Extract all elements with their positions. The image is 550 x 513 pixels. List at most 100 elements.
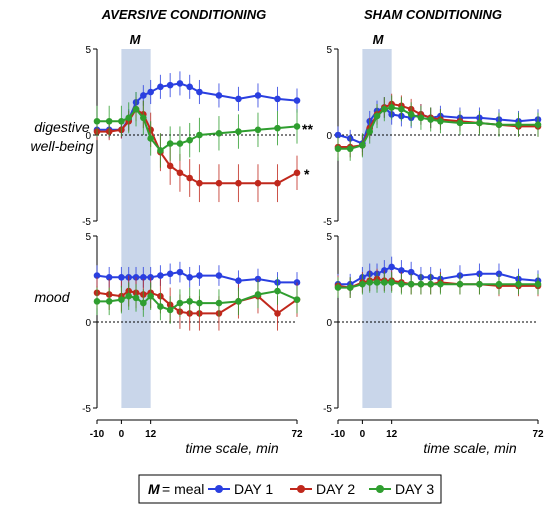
data-point [373, 112, 381, 120]
data-point [157, 147, 164, 154]
row-label-mood: mood [34, 289, 70, 305]
title-aversive: AVERSIVE CONDITIONING [101, 7, 266, 22]
data-point [105, 298, 113, 305]
plot-layer [93, 71, 542, 331]
data-point [196, 272, 203, 279]
data-point [515, 121, 522, 128]
y-tick-label: 0 [85, 318, 91, 329]
data-point [293, 169, 301, 177]
x-axis-label-sham: time scale, min [423, 440, 517, 456]
series-aversive-1-2 [93, 277, 301, 324]
data-point [166, 140, 174, 147]
x-tick-label: 0 [360, 429, 366, 440]
data-point [381, 279, 388, 286]
legend: M = meal DAY 1 DAY 2 DAY 3 [138, 474, 442, 504]
data-point [274, 287, 281, 295]
data-point [235, 128, 242, 135]
row-label-digestive-1: digestive [34, 119, 89, 135]
data-point [140, 273, 147, 281]
y-tick-label: 5 [85, 45, 91, 56]
data-point [359, 142, 366, 149]
data-point [334, 284, 342, 291]
data-point [407, 268, 415, 276]
data-point [274, 124, 281, 132]
data-point [196, 179, 203, 187]
x-tick-labels: -10 0 12 72 -10 0 12 72 [90, 429, 544, 440]
series-aversive-0-2 [93, 92, 301, 168]
x-axis-label-aversive: time scale, min [185, 440, 279, 456]
data-point [186, 83, 193, 91]
y-tick-label: 5 [326, 45, 332, 56]
data-point [388, 263, 395, 271]
data-point [293, 97, 301, 104]
data-point [437, 280, 444, 288]
x-tick-label: 0 [119, 429, 125, 440]
data-point [427, 116, 434, 123]
data-point [254, 179, 262, 187]
data-point [166, 81, 174, 89]
data-point [176, 169, 184, 177]
data-point [437, 117, 444, 125]
y-tick-label: 5 [85, 232, 91, 243]
data-point [140, 299, 147, 307]
data-point [157, 303, 164, 310]
data-point [293, 123, 301, 130]
data-point [359, 280, 366, 288]
data-point [118, 273, 125, 281]
data-point [476, 280, 483, 288]
data-point [293, 296, 301, 303]
data-point [427, 280, 434, 288]
data-point [147, 88, 154, 96]
data-point [93, 298, 101, 305]
data-point [254, 92, 262, 99]
title-sham: SHAM CONDITIONING [364, 7, 502, 22]
data-point [125, 114, 133, 122]
data-point [254, 291, 262, 298]
data-point [274, 95, 281, 103]
data-point [215, 299, 223, 307]
y-tick-label: 0 [326, 318, 332, 329]
y-tick-label: -5 [82, 217, 91, 228]
data-point [373, 279, 381, 286]
y-tick-label: 0 [326, 131, 332, 142]
data-point [93, 272, 101, 279]
data-point [398, 280, 405, 288]
data-point [147, 292, 154, 300]
data-point [235, 95, 242, 103]
data-point [388, 104, 395, 111]
data-point [215, 179, 223, 187]
data-point [417, 114, 425, 122]
significance-day2: * [304, 166, 310, 182]
data-point [274, 310, 281, 317]
data-point [118, 296, 125, 303]
data-point [334, 145, 342, 153]
data-point [274, 179, 281, 187]
data-point [515, 280, 522, 288]
data-point [176, 80, 184, 87]
legend-day2-marker [297, 485, 305, 493]
data-point [186, 298, 193, 305]
legend-day1-marker [215, 485, 223, 493]
data-point [534, 121, 542, 128]
y-tick-label: -5 [82, 404, 91, 415]
data-point [196, 299, 203, 307]
data-point [196, 88, 203, 96]
y-tick-label: 0 [85, 131, 91, 142]
data-point [196, 131, 203, 139]
data-point [388, 279, 395, 286]
series-sham-2-2 [334, 95, 542, 161]
data-point [215, 129, 223, 137]
data-point [235, 179, 242, 187]
x-tick-label: -10 [331, 429, 346, 440]
data-point [381, 105, 388, 113]
legend-day3-marker [376, 485, 384, 493]
data-point [118, 117, 125, 125]
data-point [166, 270, 174, 278]
data-point [140, 114, 147, 122]
data-point [166, 162, 174, 170]
data-point [417, 280, 425, 288]
data-point [147, 135, 154, 142]
data-point [476, 119, 483, 127]
meal-marker-aversive: M [130, 32, 142, 47]
data-point [346, 145, 354, 153]
